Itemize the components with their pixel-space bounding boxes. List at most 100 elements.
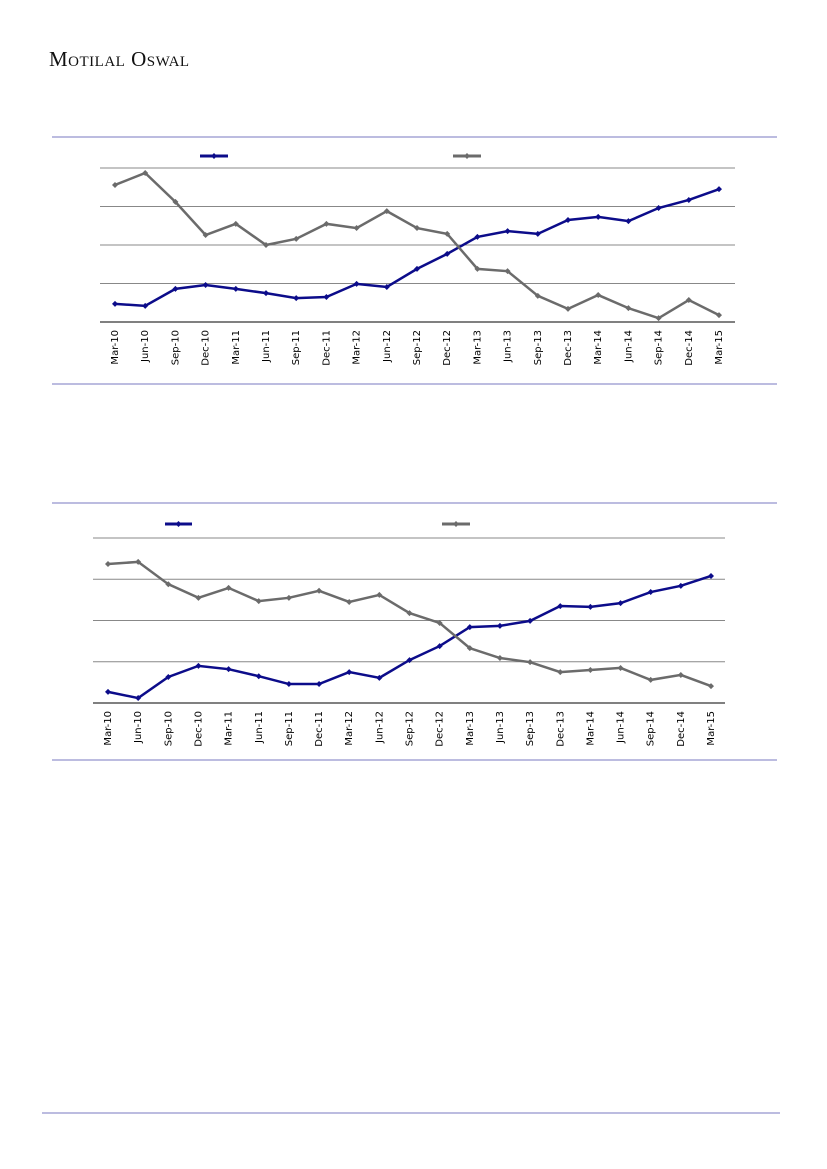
x-tick-label: Mar-12 (352, 330, 363, 365)
data-point (383, 283, 390, 290)
data-point (105, 688, 111, 695)
data-point (565, 305, 571, 312)
data-point (466, 624, 473, 631)
data-point (655, 315, 662, 322)
data-point (716, 186, 722, 193)
data-point (444, 230, 451, 237)
x-tick-label: Jun-10 (133, 711, 144, 744)
data-point (557, 669, 564, 676)
data-point (414, 225, 420, 232)
data-point (353, 225, 360, 232)
x-tick-label: Sep-14 (654, 330, 665, 365)
data-point (202, 231, 209, 238)
series-line (107, 574, 712, 700)
x-tick-label: Sep-10 (163, 711, 174, 746)
data-point (255, 673, 262, 680)
x-tick-label: Sep-11 (284, 711, 295, 746)
data-point (232, 285, 239, 292)
x-tick-label: Jun-14 (616, 711, 627, 744)
data-point (557, 603, 564, 610)
data-point (383, 208, 390, 215)
data-point (346, 598, 353, 605)
data-point (285, 681, 292, 688)
data-point (527, 617, 534, 624)
x-tick-label: Dec-14 (676, 711, 687, 747)
data-point (225, 666, 232, 673)
x-tick-label: Dec-13 (563, 330, 574, 366)
data-point (263, 290, 269, 297)
data-point (466, 645, 473, 652)
data-point (353, 280, 360, 287)
x-tick-label: Mar-15 (706, 711, 717, 746)
x-tick-label: Dec-14 (684, 330, 695, 366)
data-point (496, 622, 503, 629)
x-tick-label: Sep-12 (412, 330, 423, 365)
data-point (444, 250, 451, 257)
data-point (708, 683, 714, 690)
data-point (135, 558, 142, 565)
x-tick-label: Sep-12 (405, 711, 416, 746)
data-point (376, 591, 383, 598)
legend-marker (211, 153, 217, 159)
data-point (647, 589, 654, 596)
legend-marker (464, 153, 470, 159)
brand-logo: Motilal Oswal (49, 47, 190, 71)
data-point (165, 581, 172, 588)
x-tick-label: Mar-12 (344, 711, 355, 746)
data-point (595, 292, 602, 299)
data-point (617, 600, 624, 607)
x-tick-label: Dec-10 (193, 711, 204, 747)
data-point (617, 664, 624, 671)
x-tick-label: Dec-11 (321, 330, 332, 366)
x-tick-label: Dec-12 (442, 330, 453, 366)
data-point (685, 297, 692, 304)
x-tick-label: Mar-11 (224, 711, 235, 746)
data-point (647, 676, 654, 683)
data-point (346, 669, 353, 676)
data-point (172, 198, 179, 205)
data-point (406, 610, 413, 617)
x-tick-label: Jun-12 (374, 711, 385, 744)
x-tick-label: Mar-14 (585, 711, 596, 746)
data-point (677, 582, 684, 589)
data-point (225, 584, 232, 591)
x-tick-label: Dec-13 (555, 711, 566, 747)
x-tick-label: Jun-13 (495, 711, 506, 744)
x-tick-label: Mar-11 (231, 330, 242, 365)
data-point (685, 196, 692, 203)
data-point (316, 681, 323, 688)
data-point (112, 181, 118, 188)
data-point (534, 230, 541, 237)
data-point (316, 587, 323, 594)
x-tick-label: Mar-10 (110, 330, 121, 365)
data-point (112, 300, 118, 307)
data-point (142, 170, 149, 177)
x-tick-label: Jun-13 (503, 330, 514, 363)
data-point (436, 619, 443, 626)
data-point (595, 213, 602, 220)
x-tick-label: Sep-10 (170, 330, 181, 365)
x-tick-label: Mar-10 (103, 711, 114, 746)
x-tick-label: Mar-13 (472, 330, 483, 365)
data-point (708, 572, 714, 579)
x-tick-label: Mar-14 (593, 330, 604, 365)
data-point (504, 228, 511, 235)
data-point (527, 659, 534, 666)
x-tick-label: Dec-10 (201, 330, 212, 366)
data-point (263, 242, 269, 248)
x-tick-label: Sep-14 (646, 711, 657, 746)
legend-marker (453, 521, 459, 527)
data-point (677, 671, 684, 678)
data-point (587, 667, 594, 673)
x-tick-label: Jun-11 (261, 330, 272, 363)
data-point (293, 235, 300, 242)
data-point (504, 268, 511, 275)
x-tick-label: Jun-11 (254, 711, 265, 744)
data-point (414, 265, 420, 272)
x-tick-label: Mar-13 (465, 711, 476, 746)
data-point (625, 218, 632, 225)
data-point (195, 594, 202, 601)
data-point (625, 305, 632, 312)
data-point (165, 674, 172, 681)
